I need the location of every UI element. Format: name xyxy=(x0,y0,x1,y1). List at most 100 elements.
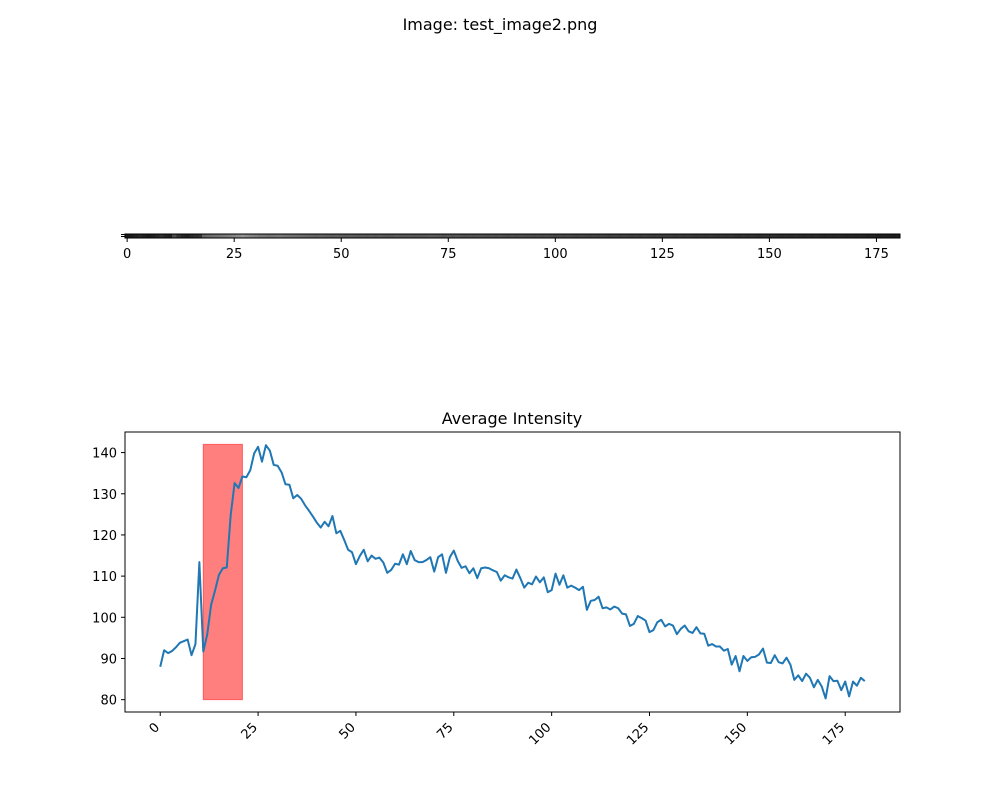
image-strip-cell xyxy=(497,234,503,238)
image-strip-cell xyxy=(399,234,404,238)
image-strip-cell xyxy=(531,234,537,238)
image-strip-cell xyxy=(694,234,700,238)
image-strip-cell xyxy=(643,234,648,238)
image-strip-cell xyxy=(514,234,520,238)
image-strip-cell xyxy=(381,234,387,238)
image-strip-cell xyxy=(553,234,558,238)
image-strip-cell xyxy=(411,234,417,238)
image-strip-cell xyxy=(458,234,464,238)
image-strip-cell xyxy=(767,234,772,238)
image-strip-cell xyxy=(184,234,190,238)
image-strip-cell xyxy=(360,234,366,238)
image-strip-cell xyxy=(733,234,738,238)
image-strip-cell xyxy=(257,234,263,238)
image-strip-cell xyxy=(801,234,807,238)
image-strip-x-tick-label: 50 xyxy=(333,247,350,262)
image-strip-cell xyxy=(720,234,725,238)
image-strip-cell xyxy=(625,234,631,238)
image-strip-cell xyxy=(394,234,400,238)
image-strip-cell xyxy=(848,234,854,238)
image-strip-cell xyxy=(197,234,203,238)
image-strip-cell xyxy=(480,234,486,238)
image-strip-cell xyxy=(296,234,301,238)
image-strip-cell xyxy=(510,234,516,238)
image-strip-cell xyxy=(762,234,768,238)
image-strip-cell xyxy=(450,234,456,238)
image-strip-cell xyxy=(861,234,867,238)
image-strip-cell xyxy=(501,234,507,238)
image-strip-cell xyxy=(253,234,259,238)
image-strip-cell xyxy=(390,234,396,238)
image-strip-cell xyxy=(685,234,691,238)
image-strip-x-ticks: 0 25 50 75 100 125 150 175 xyxy=(121,234,889,262)
image-strip-cell xyxy=(810,234,815,238)
image-strip-cell xyxy=(463,234,468,238)
image-strip-cells xyxy=(124,233,901,239)
image-strip-cell xyxy=(189,234,194,238)
image-strip-cell xyxy=(822,234,828,238)
image-strip-cell xyxy=(441,234,447,238)
image-strip-cell xyxy=(206,234,212,238)
image-strip-cell xyxy=(660,234,665,238)
image-strip-cell xyxy=(870,234,875,238)
image-strip-cell xyxy=(634,234,640,238)
image-strip-cell xyxy=(750,234,755,238)
image-strip-cell xyxy=(274,234,280,238)
image-strip-cell xyxy=(493,234,498,238)
image-strip-cell xyxy=(715,234,721,238)
image-strip-cell xyxy=(351,234,357,238)
image-strip-cell xyxy=(523,234,528,238)
line-chart-y-tick-label: 130 xyxy=(92,488,117,503)
image-strip-cell xyxy=(437,234,443,238)
image-strip-cell xyxy=(707,234,712,238)
image-strip-cell xyxy=(347,234,353,238)
image-strip-cell xyxy=(818,234,824,238)
image-strip-cell xyxy=(788,234,794,238)
image-strip-cell xyxy=(566,234,571,238)
image-strip-cell xyxy=(471,234,477,238)
image-strip-cell xyxy=(814,234,820,238)
image-strip-cell xyxy=(878,234,884,238)
image-strip-cell xyxy=(891,234,897,238)
image-strip-cell xyxy=(202,234,207,238)
image-strip-cell xyxy=(724,234,730,238)
image-strip-cell xyxy=(403,234,408,238)
image-strip-x-tick-label: 75 xyxy=(440,247,457,262)
image-strip-cell xyxy=(163,234,169,238)
image-strip-x-tick-label: 150 xyxy=(757,247,782,262)
line-chart-y-tick-label: 100 xyxy=(92,611,117,626)
image-strip-cell xyxy=(621,234,627,238)
image-strip-cell xyxy=(578,234,584,238)
image-strip-cell xyxy=(617,234,623,238)
image-strip-cell xyxy=(326,234,331,238)
image-strip-cell xyxy=(784,234,790,238)
image-strip-cell xyxy=(574,234,580,238)
image-strip-cell xyxy=(698,234,704,238)
image-strip-cell xyxy=(630,234,635,238)
image-strip-cell xyxy=(852,234,858,238)
image-strip-cell xyxy=(334,234,340,238)
image-strip-cell xyxy=(865,234,871,238)
image-strip-cell xyxy=(210,234,216,238)
line-chart-panel: Average Intensity 0 25 50 75 100 125 150 175 80… xyxy=(92,409,901,748)
image-strip-cell xyxy=(125,234,130,238)
image-strip-cell xyxy=(887,234,892,238)
image-strip-cell xyxy=(262,234,267,238)
image-strip-cell xyxy=(300,234,306,238)
average-intensity-line xyxy=(159,444,866,700)
image-strip-cell xyxy=(587,234,593,238)
image-strip-cell xyxy=(137,234,143,238)
image-strip-x-tick-label: 0 xyxy=(123,247,131,262)
image-strip-cell xyxy=(467,234,473,238)
image-strip-cell xyxy=(167,234,173,238)
image-strip-cell xyxy=(236,234,242,238)
image-strip-x-tick-label: 25 xyxy=(226,247,243,262)
figure-suptitle: Image: test_image2.png xyxy=(403,15,598,35)
image-strip-cell xyxy=(673,234,678,238)
image-strip-cell xyxy=(711,234,717,238)
line-chart-y-tick-label: 80 xyxy=(100,694,117,709)
image-strip-cell xyxy=(279,234,284,238)
image-strip-cell xyxy=(561,234,567,238)
